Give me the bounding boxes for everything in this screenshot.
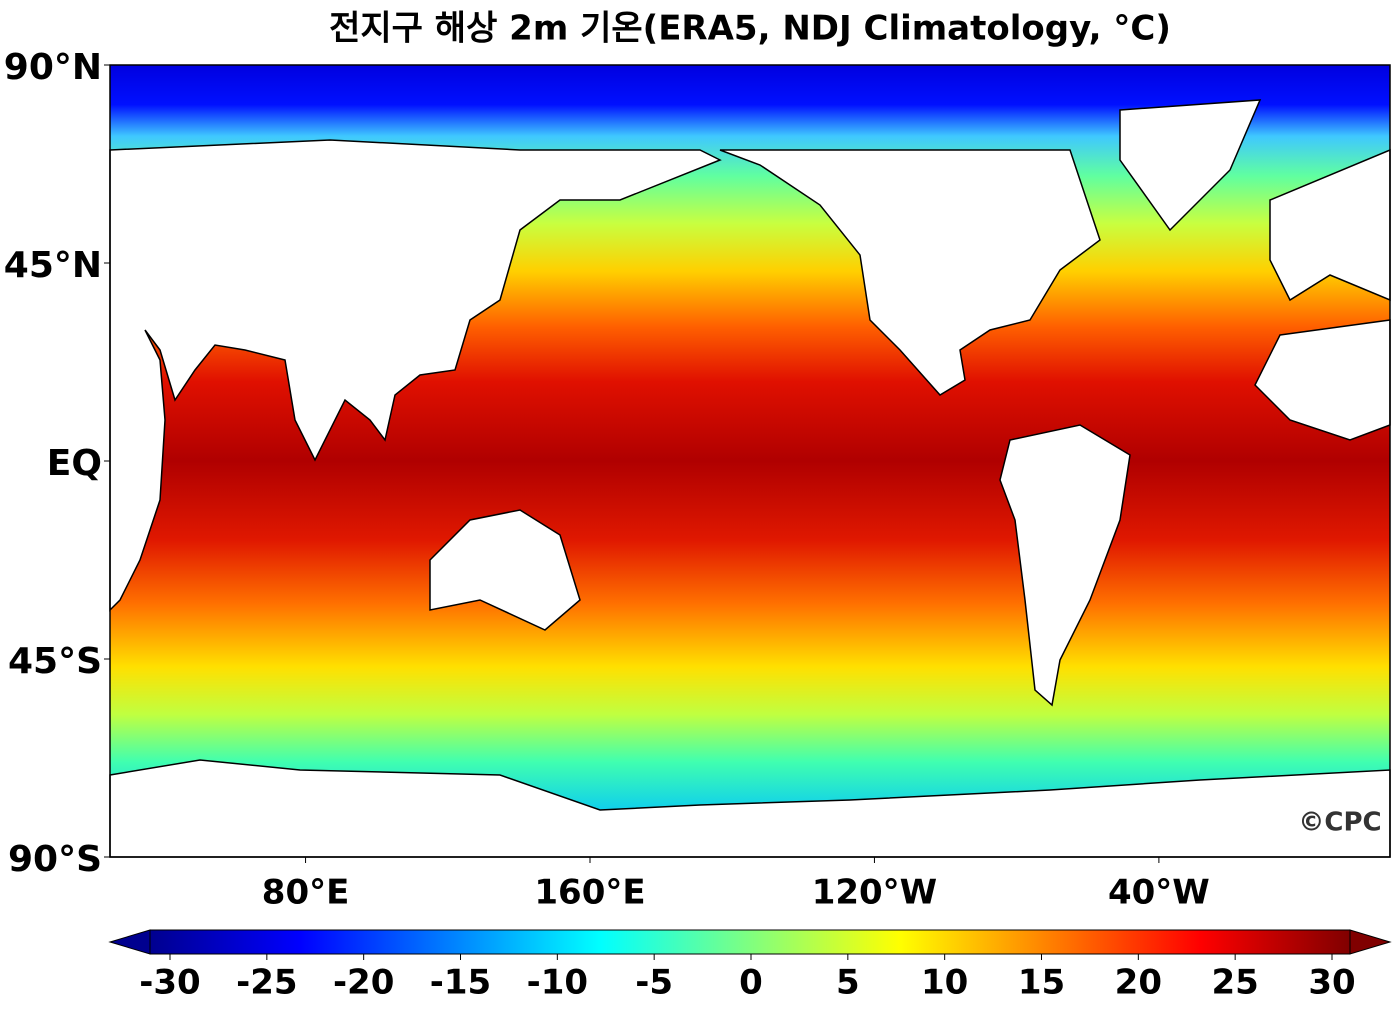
colorbar-tick-label: -25 [236, 963, 297, 1003]
colorbar-tick-label: 30 [1308, 963, 1355, 1003]
eurasia-africa [109, 139, 722, 612]
colorbar-tick-label: -10 [527, 963, 588, 1003]
lon-tick-label: 120°W [812, 873, 937, 913]
colorbar-tick-label: 10 [921, 963, 968, 1003]
colorbar-tick-label: -5 [635, 963, 673, 1003]
watermark: ©CPC [1298, 808, 1381, 838]
south-america [999, 424, 1131, 707]
australia [429, 509, 581, 631]
colorbar-tick-label: 20 [1115, 963, 1162, 1003]
north-america [719, 149, 1101, 396]
colorbar-tick-label: 5 [836, 963, 860, 1003]
colorbar-extend-high [1349, 929, 1392, 955]
chart-title: 전지구 해상 2m 기온(ERA5, NDJ Climatology, °C) [329, 9, 1171, 49]
colorbar-tick-label: -30 [139, 963, 200, 1003]
lat-tick-label: EQ [47, 443, 102, 484]
lat-tick-label: 90°N [4, 47, 102, 88]
colorbar-extend-low [108, 929, 151, 955]
colorbar-tick-label: -15 [430, 963, 491, 1003]
map: ©CPC [109, 64, 1391, 858]
colorbar-body [149, 929, 1351, 955]
lat-tick-label: 45°N [4, 245, 102, 286]
colorbar-tick-label: 0 [739, 963, 763, 1003]
colorbar-tick-label: -20 [333, 963, 394, 1003]
colorbar-tick-label: 25 [1212, 963, 1259, 1003]
lat-tick-label: 90°S [8, 839, 102, 880]
lon-tick-label: 80°E [262, 873, 350, 913]
greenland [1119, 99, 1262, 232]
lon-tick-label: 40°W [1108, 873, 1210, 913]
colorbar-tick-label: 15 [1018, 963, 1065, 1003]
lat-tick-label: 45°S [8, 641, 102, 682]
colorbar [108, 929, 1392, 955]
lon-tick-label: 160°E [534, 873, 645, 913]
